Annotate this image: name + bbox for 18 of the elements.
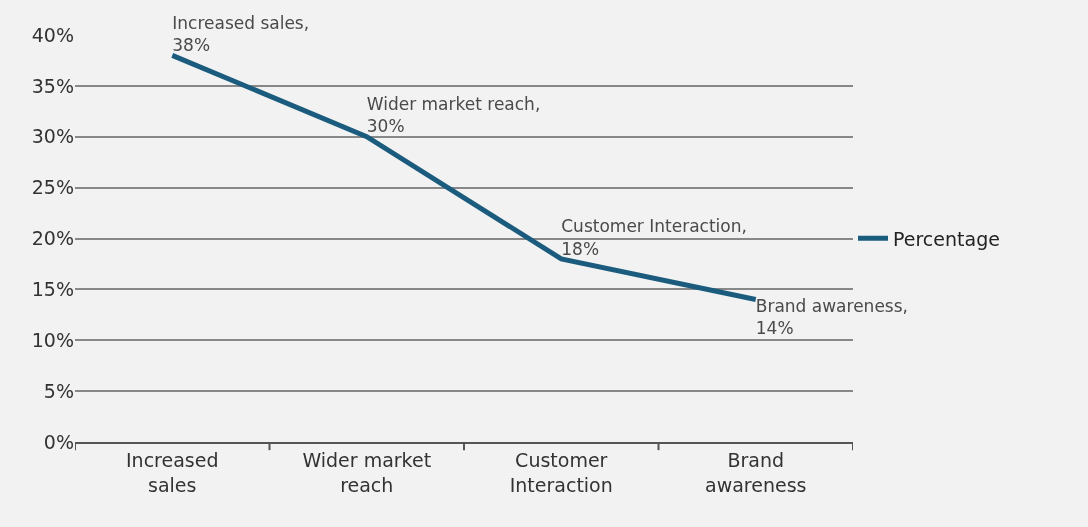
data-label: Increased sales, 38% <box>172 13 310 56</box>
data-label: Customer Interaction, 18% <box>561 216 747 259</box>
y-tick-label: 5% <box>43 379 74 402</box>
y-tick-label: 30% <box>31 125 74 148</box>
x-tick-label: Wider market reach <box>302 448 432 496</box>
y-tick-label: 0% <box>43 430 74 453</box>
x-tick-label: Customer Interaction <box>509 448 613 496</box>
y-tick-label: 35% <box>31 74 74 97</box>
x-tick-label: Increased sales <box>126 448 219 496</box>
y-tick-label: 20% <box>31 227 74 250</box>
y-tick-label: 10% <box>31 328 74 351</box>
legend-label: Percentage <box>893 227 1000 250</box>
data-label: Brand awareness, 14% <box>755 296 908 339</box>
data-label: Wider market reach, 30% <box>366 94 541 137</box>
y-tick-label: 15% <box>31 278 74 301</box>
x-tick-label: Brand awareness <box>705 448 807 496</box>
y-tick-label: 25% <box>31 176 74 199</box>
y-tick-label: 40% <box>31 23 74 46</box>
